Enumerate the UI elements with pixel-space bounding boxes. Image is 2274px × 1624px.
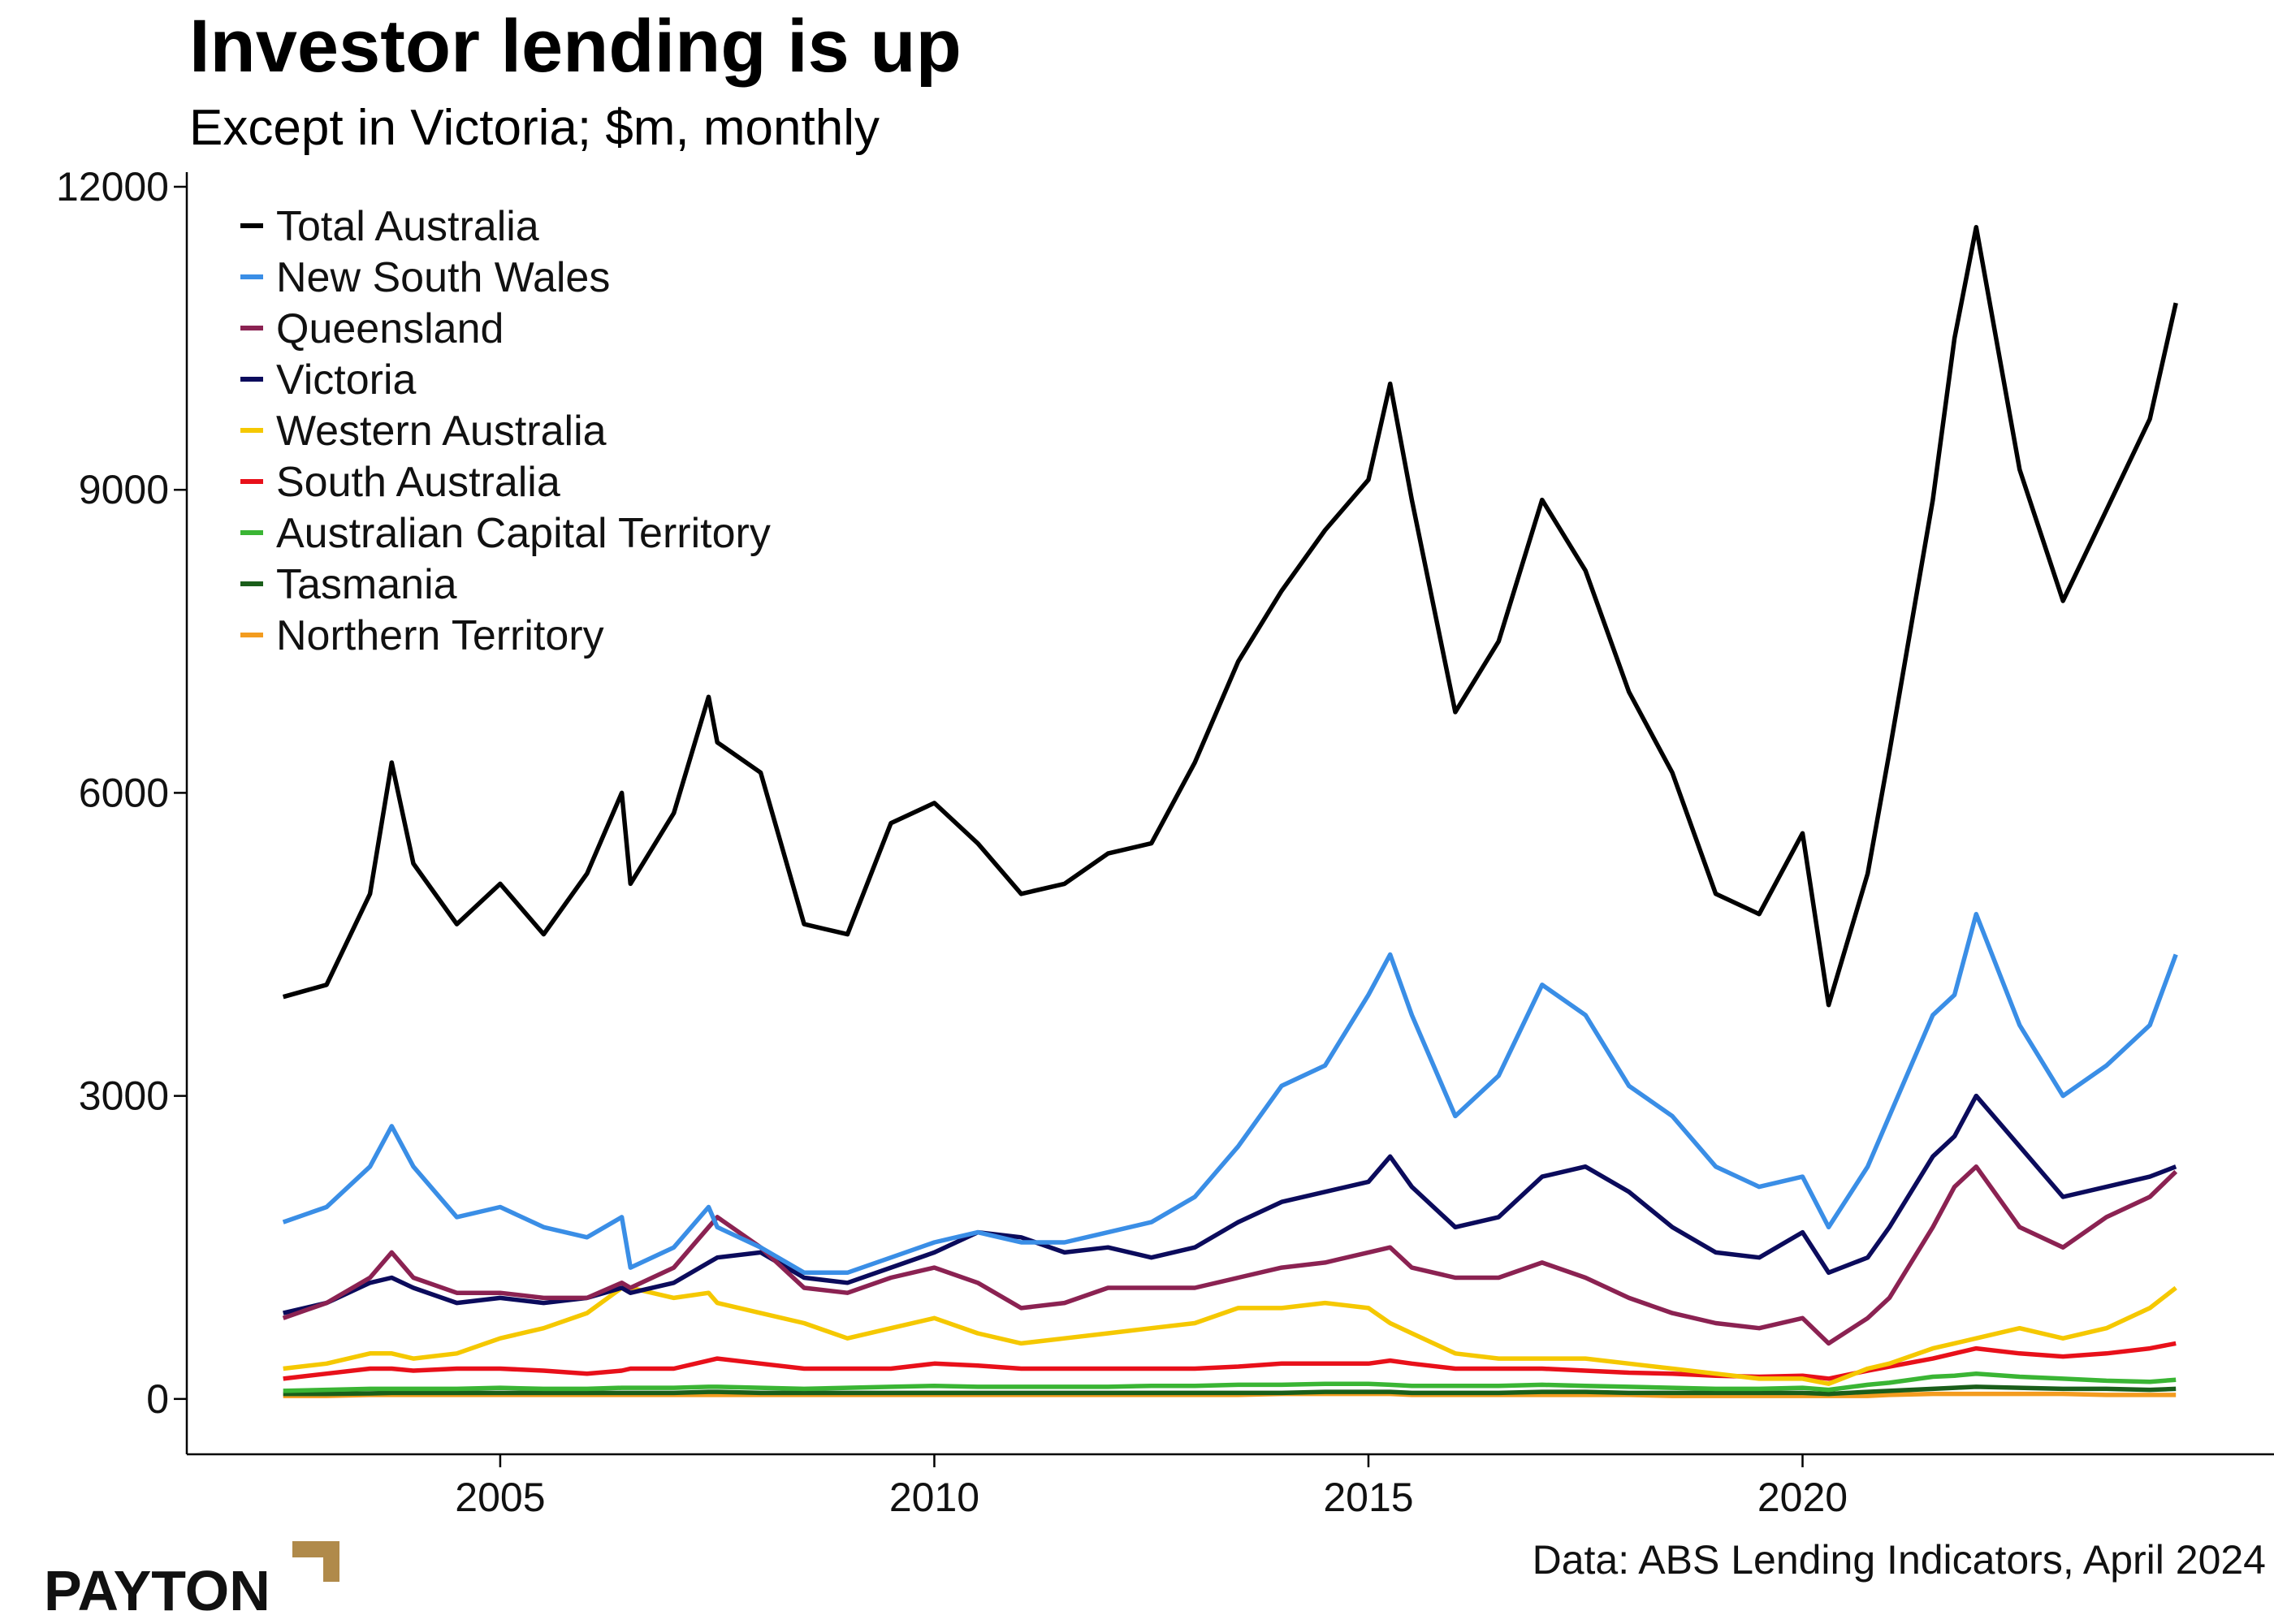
y-tick-label: 12000 — [56, 164, 169, 209]
series-line — [282, 225, 2178, 1008]
legend-label: Victoria — [276, 356, 417, 404]
series-line — [283, 1285, 2177, 1386]
series-line — [282, 911, 2178, 1276]
legend-label: Queensland — [276, 305, 504, 352]
legend-label: Northern Territory — [276, 612, 604, 659]
series-line — [283, 1384, 2177, 1397]
legend-label: South Australia — [276, 459, 560, 506]
series-line — [283, 1371, 2177, 1393]
chart-title: Investor lending is up — [189, 5, 962, 88]
legend-label: Total Australia — [276, 203, 539, 250]
y-tick-label: 3000 — [79, 1073, 169, 1119]
legend-label: Australian Capital Territory — [276, 510, 771, 557]
x-tick-label: 2010 — [889, 1475, 979, 1520]
source-note: Data: ABS Lending Indicators, April 2024 — [1533, 1537, 2266, 1583]
x-tick-label: 2020 — [1757, 1475, 1848, 1520]
series-line — [282, 1164, 2178, 1346]
logo-mark — [292, 1541, 339, 1582]
y-tick-label: 6000 — [79, 770, 169, 815]
legend-label: Western Australia — [276, 408, 607, 455]
series-line — [283, 1341, 2177, 1381]
legend-label: Tasmania — [276, 561, 457, 608]
legend-label: New South Wales — [276, 254, 610, 301]
x-tick-label: 2005 — [455, 1475, 545, 1520]
logo: PAYTON — [44, 1559, 270, 1622]
x-tick-label: 2015 — [1323, 1475, 1413, 1520]
chart-subtitle: Except in Victoria; $m, monthly — [189, 100, 880, 156]
y-tick-label: 9000 — [79, 467, 169, 512]
y-tick-label: 0 — [146, 1376, 169, 1422]
